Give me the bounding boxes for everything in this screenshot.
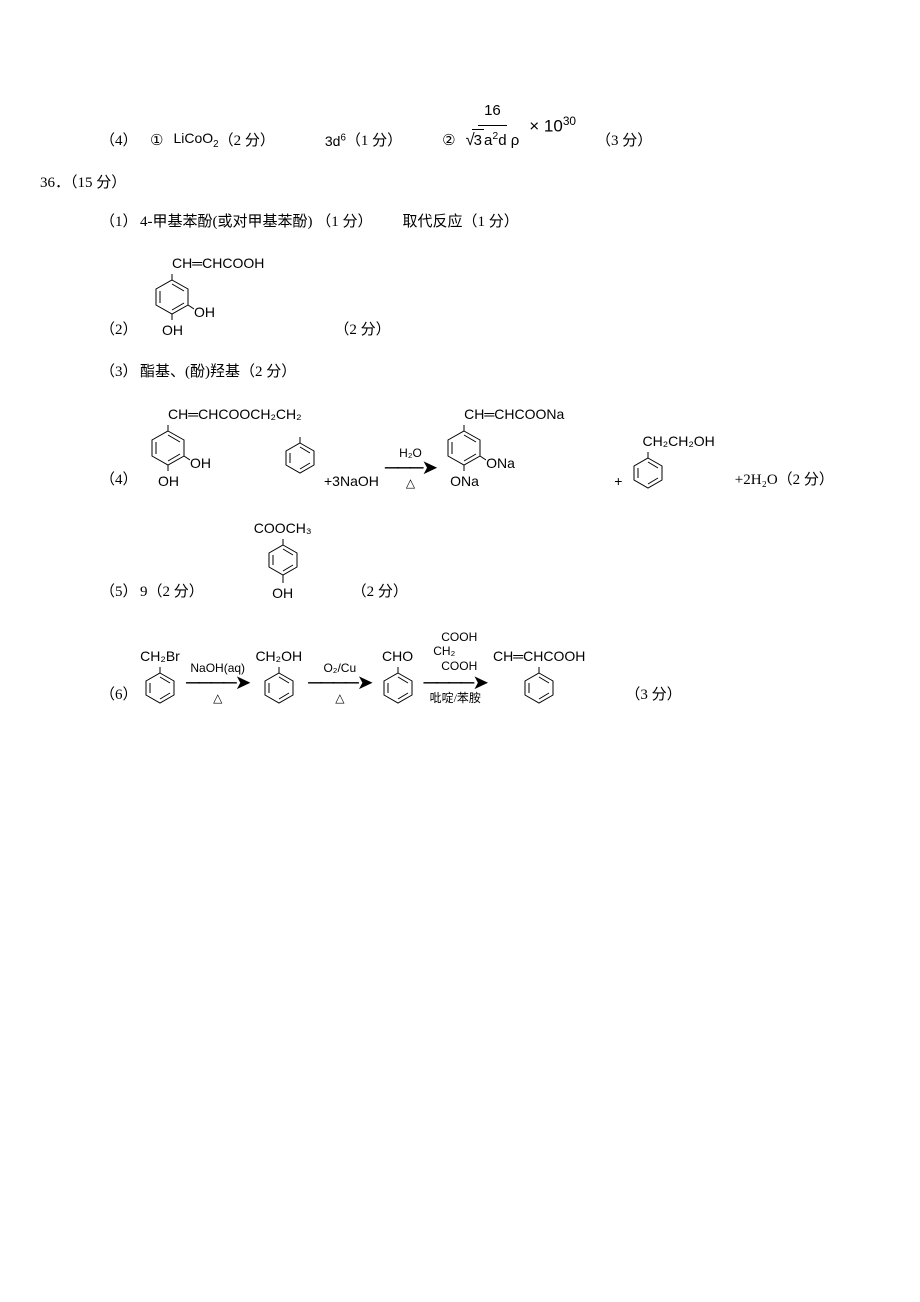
circ1: ①	[150, 130, 163, 153]
q36-part5: （5） 9（2 分） COOCH₃ OH （2 分）	[100, 518, 840, 604]
p3-text: 酯基、(酚)羟基（2 分）	[140, 361, 296, 384]
arrow-1: NaOH(aq) ────➤ △	[186, 659, 249, 707]
p6-m2: CH₂OH	[255, 646, 302, 707]
malonic-acid: COOH CH₂ COOH	[433, 630, 477, 673]
q35-part4: （4） ① LiCoO2 （2 分） 3d6 （1 分） ② 16 3a2d ρ…	[100, 100, 840, 152]
p1-text2: 取代反应（1 分）	[403, 211, 519, 234]
p1-num: （1）	[100, 211, 140, 234]
p6-num: （6）	[100, 684, 140, 707]
p6-m4: CH═CHCOOH	[493, 646, 585, 707]
p5-molecule: COOCH₃ OH	[254, 518, 312, 604]
score-2pt: （2 分）	[219, 130, 275, 153]
p4-num: （4）	[100, 469, 140, 492]
licoo2: LiCoO2	[173, 128, 218, 152]
density-fraction: 16 3a2d ρ	[460, 100, 526, 152]
benzene-ring-icon	[146, 425, 190, 471]
3d6: 3d6	[325, 131, 346, 152]
q36-header: 36．（15 分）	[40, 172, 840, 195]
p4-mol1: CH═CHCOOCH₂CH₂ OH	[146, 404, 320, 492]
p2-molecule: CH═CHCOOH OH OH	[150, 253, 264, 341]
benzene-ring-icon	[280, 437, 320, 477]
q36-part1: （1） 4-甲基苯酚(或对甲基苯酚) （1 分） 取代反应（1 分）	[100, 211, 840, 234]
benzene-ring-icon	[628, 452, 668, 492]
oh-bottom: OH	[162, 320, 183, 341]
arrow-3: COOH CH₂ COOH ────➤ 吡啶/苯胺	[424, 630, 487, 707]
p3-num: （3）	[100, 361, 140, 384]
q36-part2: （2） CH═CHCOOH OH OH （2 分）	[100, 253, 840, 341]
m1-top: CH═CHCOOCH₂CH₂	[168, 404, 302, 425]
circ2: ②	[442, 130, 455, 153]
score-1pt: （1 分）	[346, 130, 402, 153]
score-3pt: （3 分）	[596, 130, 652, 153]
p6-m1: CH₂Br	[140, 646, 180, 707]
benzene-ring-icon	[519, 667, 559, 707]
plus-3naoh: +3NaOH	[324, 471, 379, 492]
p2-num: （2）	[100, 319, 140, 342]
p1-text1: 4-甲基苯酚(或对甲基苯酚) （1 分）	[140, 211, 373, 234]
benzene-ring-icon	[378, 667, 418, 707]
p2-score: （2 分）	[334, 319, 390, 342]
q36-part3: （3） 酯基、(酚)羟基（2 分）	[100, 361, 840, 384]
benzene-ring-icon	[442, 425, 486, 471]
benzene-ring-icon	[259, 667, 299, 707]
q35-4-num: （4）	[100, 130, 140, 153]
p5-score: （2 分）	[352, 581, 408, 604]
p6-m3: CHO	[378, 646, 418, 707]
q36-part4: （4） CH═CHCOOCH₂CH₂ OH	[100, 404, 840, 492]
plus-sign: +	[614, 471, 622, 492]
p4-mol3: CH₂CH₂OH	[628, 431, 714, 492]
p6-score: （3 分）	[625, 684, 681, 707]
frac-den: 3a2d ρ	[460, 126, 526, 153]
p5-num: （5）	[100, 581, 140, 604]
p4-mol2: CH═CHCOONa ONa ONa	[442, 404, 564, 492]
p5-nine: 9（2 分）	[140, 581, 204, 604]
frac-num: 16	[478, 100, 507, 126]
oh-right: OH	[194, 302, 215, 323]
benzene-ring-icon	[150, 274, 194, 320]
p4-tail: +2H₂O（2 分）	[735, 469, 834, 492]
reaction-arrow: H₂O ───➤ △	[385, 444, 436, 492]
arrow-2: O₂/Cu ────➤ △	[308, 659, 371, 707]
sqrt-icon	[466, 128, 475, 153]
benzene-ring-icon	[263, 539, 303, 583]
p2-top: CH═CHCOOH	[172, 253, 264, 274]
times-10-30: × 1030	[529, 113, 576, 139]
q36-part6: （6） CH₂Br NaOH(aq) ────➤ △ CH₂OH O₂/Cu ─…	[100, 630, 840, 707]
benzene-ring-icon	[140, 667, 180, 707]
